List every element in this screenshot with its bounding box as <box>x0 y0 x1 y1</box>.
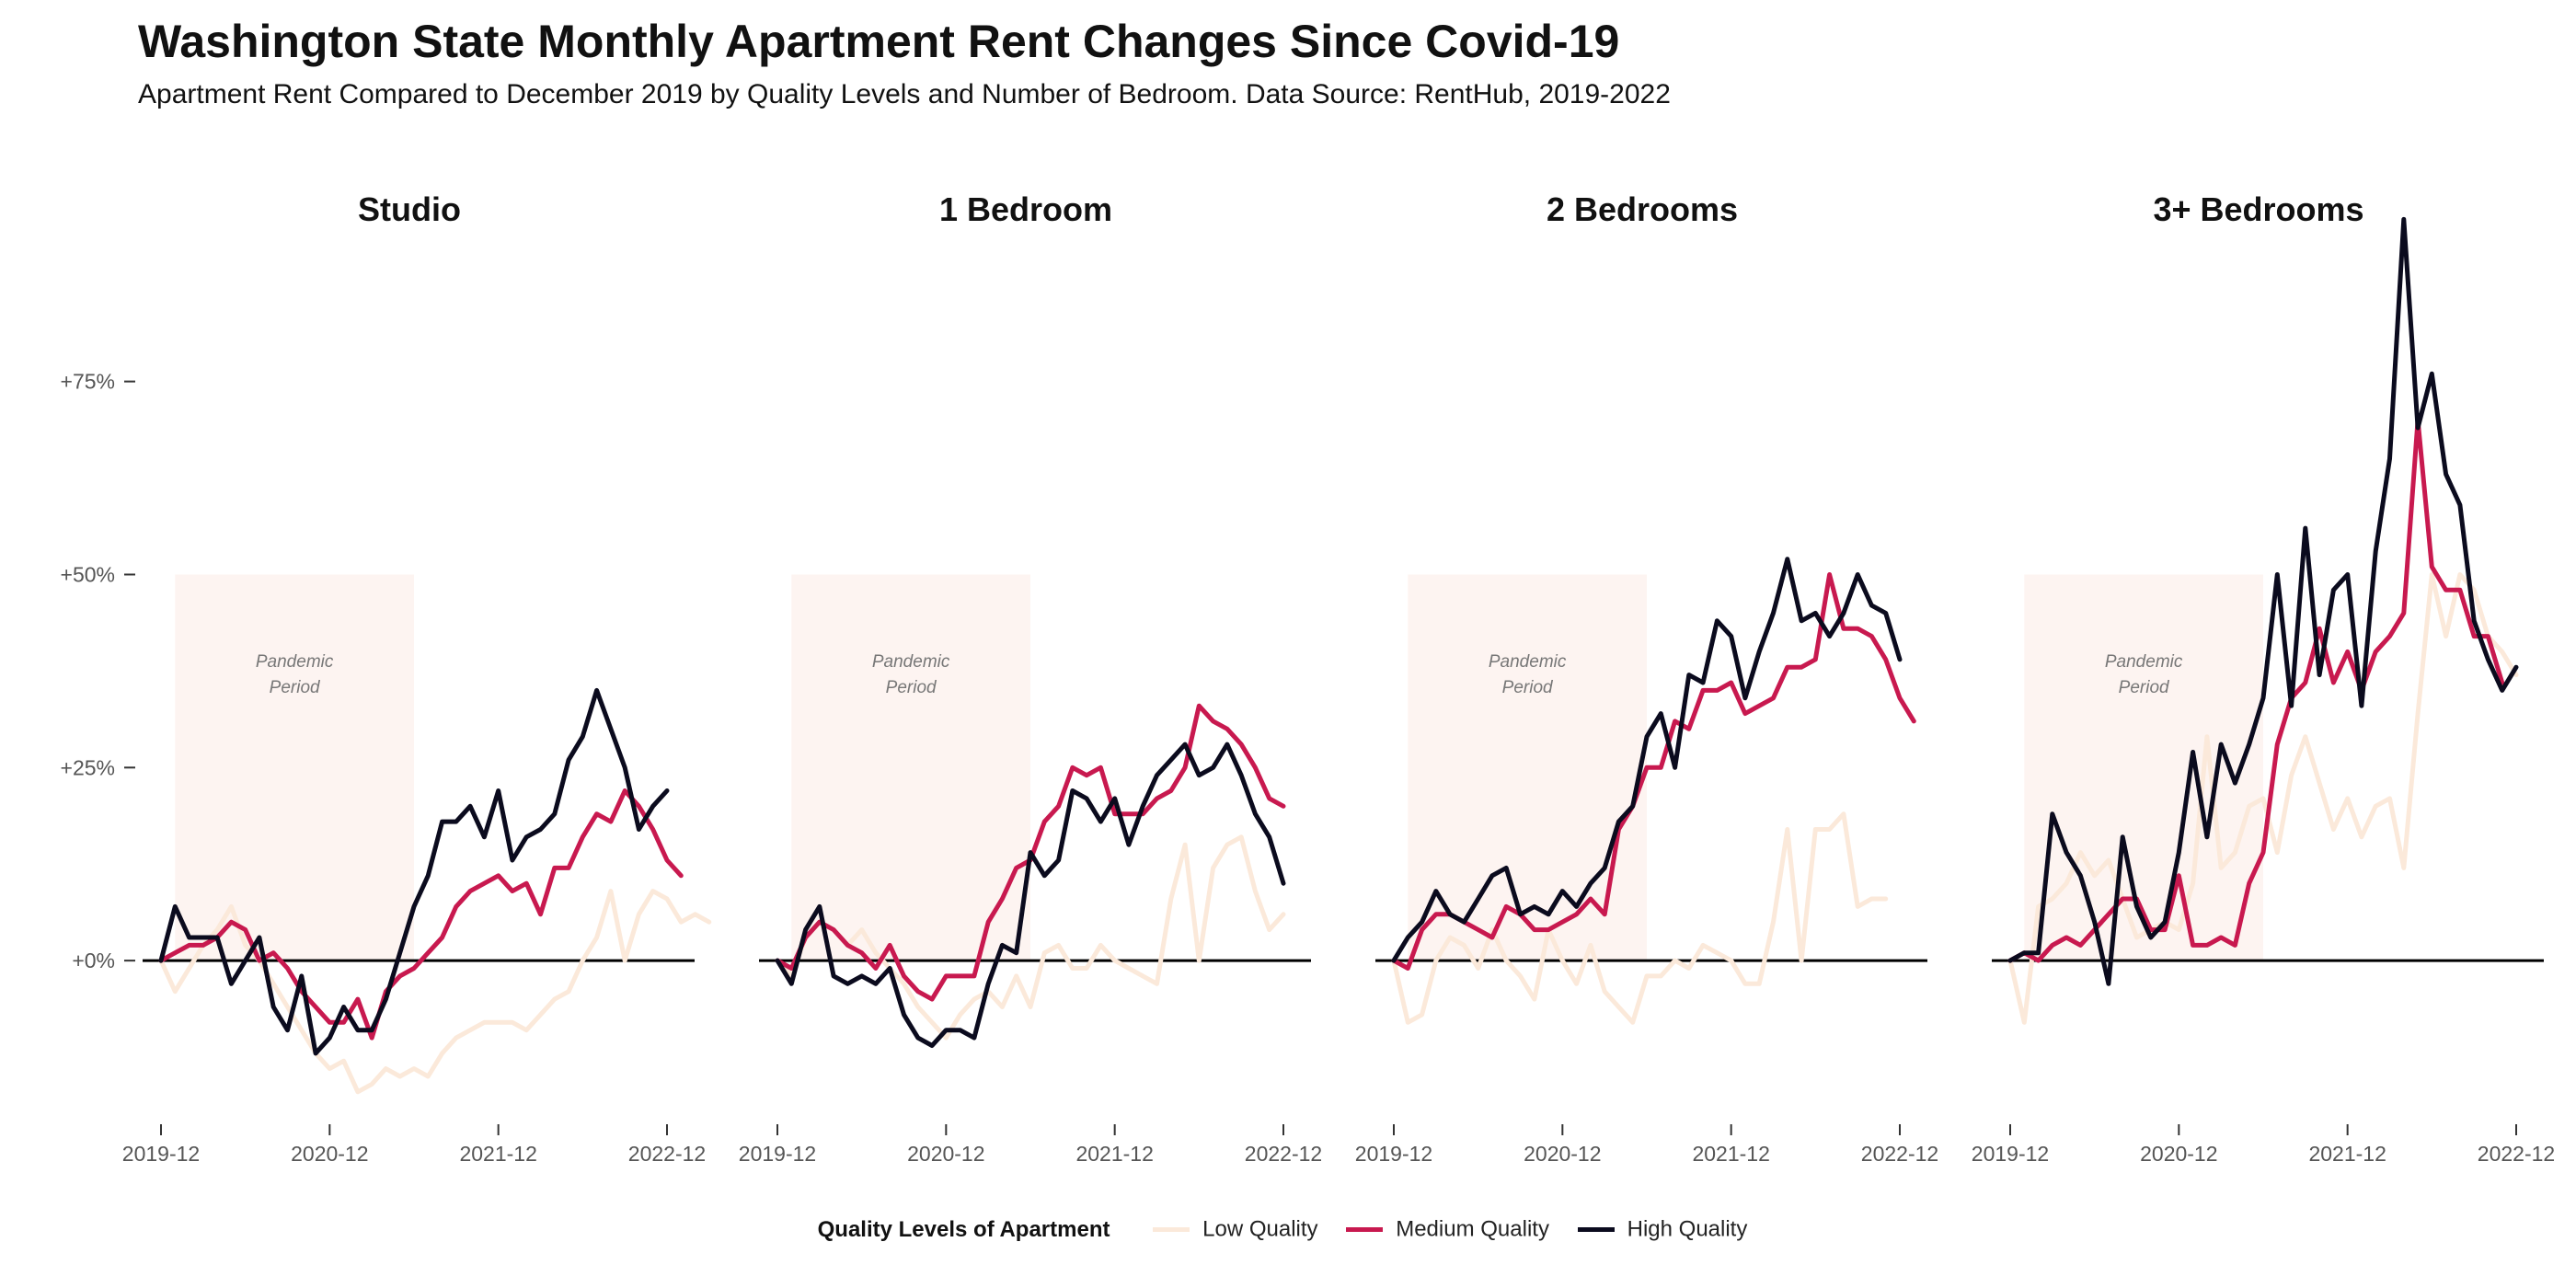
x-tick-label: 2020-12 <box>907 1142 984 1166</box>
series-line-medium-quality <box>158 788 684 1041</box>
x-tick-label: 2019-12 <box>122 1142 200 1166</box>
y-tick-label: +0% <box>72 949 115 972</box>
x-tick-label: 2022-12 <box>2478 1142 2555 1166</box>
y-tick-label: +75% <box>61 370 115 394</box>
y-tick-label: +25% <box>61 755 115 779</box>
panel-title: 3+ Bedrooms <box>2153 190 2363 228</box>
x-tick-label: 2021-12 <box>1075 1142 1153 1166</box>
panel-title: Studio <box>358 190 461 228</box>
legend-label-medium-quality: Medium Quality <box>1396 1216 1549 1242</box>
chart-title: Washington State Monthly Apartment Rent … <box>138 16 1620 67</box>
x-tick-label: 2021-12 <box>2308 1142 2386 1166</box>
pandemic-period-band <box>175 574 414 961</box>
legend-item-medium-quality: Medium Quality <box>1346 1216 1549 1243</box>
x-tick-label: 2020-12 <box>1524 1142 1601 1166</box>
pandemic-period-label: Pandemic <box>872 652 950 672</box>
x-tick-label: 2020-12 <box>291 1142 368 1166</box>
series-line-low-quality <box>775 834 1286 1041</box>
chart-area: +0% +25% +50% +75% Pandemic Period Studio 2019-… <box>61 190 2556 1166</box>
series-line-high-quality <box>775 742 1286 1048</box>
panel-1-bedroom: Pandemic Period 1 Bedroom 2019-12 2020-12 202… <box>739 190 1322 1166</box>
legend-label-high-quality: High Quality <box>1627 1216 1748 1242</box>
series-line-high-quality <box>1391 557 1903 963</box>
x-tick-label: 2022-12 <box>1861 1142 1938 1166</box>
pandemic-period-label: Pandemic <box>2105 652 2183 672</box>
pandemic-period-label: Period <box>2119 678 2170 697</box>
panel-title: 2 Bedrooms <box>1547 190 1738 228</box>
legend-title: Quality Levels of Apartment <box>817 1216 1110 1242</box>
x-tick-label: 2020-12 <box>2140 1142 2217 1166</box>
pandemic-period-label: Pandemic <box>256 652 334 672</box>
series-line-medium-quality <box>2007 418 2505 963</box>
pandemic-period-label: Pandemic <box>1489 652 1567 672</box>
pandemic-period-label: Period <box>886 678 937 697</box>
series-line-medium-quality <box>1391 572 1916 971</box>
series-line-high-quality <box>2007 216 2519 986</box>
legend-swatch-medium-quality <box>1346 1227 1384 1233</box>
x-tick-label: 2019-12 <box>1972 1142 2049 1166</box>
legend: Quality Levels of Apartment Low Quality … <box>0 1216 2576 1243</box>
y-tick-label: +50% <box>61 562 115 586</box>
pandemic-period-band <box>791 574 1030 961</box>
pandemic-period-label: Period <box>1502 678 1554 697</box>
legend-swatch-low-quality <box>1153 1227 1190 1233</box>
x-tick-label: 2019-12 <box>739 1142 816 1166</box>
panel-title: 1 Bedroom <box>939 190 1112 228</box>
x-tick-label: 2019-12 <box>1355 1142 1432 1166</box>
panel-3plus-bedrooms: Pandemic Period 3+ Bedrooms 2019-12 2020-12 2… <box>1972 190 2555 1166</box>
series-line-low-quality <box>1391 811 1889 1025</box>
panel-studio: Pandemic Period Studio 2019-12 2020-12 2021-1… <box>122 190 712 1166</box>
legend-label-low-quality: Low Quality <box>1202 1216 1318 1242</box>
pandemic-period-label: Period <box>270 678 321 697</box>
legend-swatch-high-quality <box>1577 1227 1615 1233</box>
series-line-low-quality <box>2007 572 2519 1025</box>
x-tick-label: 2021-12 <box>1692 1142 1769 1166</box>
legend-item-high-quality: High Quality <box>1577 1216 1748 1243</box>
legend-item-low-quality: Low Quality <box>1153 1216 1318 1243</box>
pandemic-period-band <box>2024 574 2263 961</box>
x-tick-label: 2022-12 <box>628 1142 706 1166</box>
chart-subtitle: Apartment Rent Compared to December 2019… <box>138 79 1671 109</box>
panel-2-bedrooms: Pandemic Period 2 Bedrooms 2019-12 2020-12 20… <box>1355 190 1938 1166</box>
series-line-high-quality <box>158 687 670 1056</box>
x-tick-label: 2022-12 <box>1245 1142 1322 1166</box>
x-tick-label: 2021-12 <box>459 1142 536 1166</box>
